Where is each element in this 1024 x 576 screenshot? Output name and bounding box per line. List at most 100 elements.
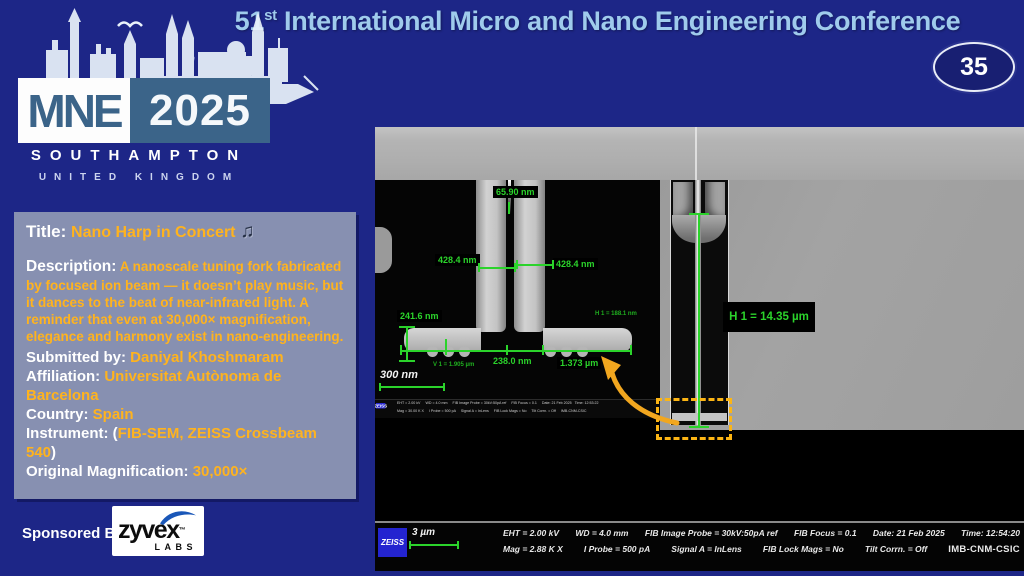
fork-foot-right [543, 328, 632, 352]
stat-lockmags: FIB Lock Mags = No [762, 544, 844, 554]
stat-tiltcorr: Tilt Corrn. = Off [864, 544, 928, 554]
affiliation-value: Universitat Autònoma de Barcelona [26, 367, 282, 404]
description-line: Description: A nanoscale tuning fork fab… [26, 257, 344, 345]
measurement-foot-line [399, 326, 415, 362]
zyvex-tm: ™ [178, 527, 186, 534]
submitted-by-value: Daniyal Khoshmaram [130, 348, 284, 366]
bird-icon [117, 21, 143, 28]
stat-date: Date: 21 Feb 2025 [872, 528, 945, 538]
trench-top-structure-left [673, 182, 693, 224]
instrument-label: Instrument: [26, 424, 109, 442]
measurement-length: 1.373 µm [557, 357, 602, 369]
trench-top-structure-right [705, 182, 725, 224]
baseline-tick [542, 345, 544, 355]
measurement-foot: 241.6 nm [397, 310, 442, 322]
measurement-tick [508, 202, 510, 214]
statusbar-rows: EHT = 2.00 kV WD = 4.0 mm FIB Image Prob… [503, 528, 1020, 561]
sponsored-by-label: Sponsored By [22, 525, 124, 542]
stat-signal: Signal A = InLens [671, 544, 742, 554]
slide-number: 35 [960, 52, 988, 81]
zyvex-labs-text: LABS [154, 542, 197, 552]
sem-statusbar: ZEISS 3 µm EHT = 2.00 kV WD = 4.0 mm FIB… [375, 521, 1024, 571]
title-text: International Micro and Nano Engineering… [276, 6, 961, 36]
measurement-v1-small: V 1 = 1.905 µm [433, 362, 475, 368]
country-label: Country: [26, 405, 89, 423]
logo-country: UNITED KINGDOM [38, 172, 240, 183]
inset-scale-label: 300 nm [380, 369, 418, 381]
description-label: Description: [26, 258, 117, 275]
measurement-h1-small: H 1 = 188.1 nm [595, 311, 637, 317]
baseline-tick [400, 345, 402, 355]
stat-fib-probe: FIB Image Probe = 30kV:50pA ref [644, 528, 778, 538]
description-value: A nanoscale tuning fork fabricated by fo… [26, 259, 344, 344]
sem-top-surface [375, 127, 1024, 180]
measurement-prong-left: 428.4 nm [435, 254, 480, 266]
title-label: Title: [26, 222, 67, 241]
baseline-tick [630, 345, 632, 355]
logo-year: 2025 [149, 85, 251, 135]
fork-prong-left [476, 180, 506, 332]
stat-mag: Mag = 2.88 K X [503, 544, 563, 554]
mne-logo-year: 2025 [130, 78, 270, 143]
inset-statusbar-row1: EHT = 2.00 kV WD = 4.0 mm FIB Image Prob… [397, 401, 599, 406]
baseline-measurement [400, 350, 632, 352]
stat-iprobe: I Probe = 500 pA [583, 544, 651, 554]
magnification-label: Original Magnification: [26, 462, 189, 480]
inset-statusbar: ZEISS EHT = 2.00 kV WD = 4.0 mm FIB Imag… [375, 399, 660, 418]
height-measurement-line [689, 213, 709, 428]
stat-wd: WD = 4.0 mm [575, 528, 629, 538]
measurement-prong-right: 428.4 nm [553, 258, 598, 270]
instrument-paren-close: ) [51, 443, 57, 461]
zyvex-brand: zyvex™ [118, 516, 186, 544]
music-note-icon: ♫ [240, 221, 255, 242]
stat-fib-focus: FIB Focus = 0.1 [793, 528, 857, 538]
sem-inset-zoom: 65.90 nm 428.4 nm 428.4 nm 241.6 nm H 1 … [375, 180, 660, 418]
instrument-value: FIB-SEM, ZEISS Crossbeam 540 [26, 424, 317, 461]
magnification-line: Original Magnification: 30,000× [26, 462, 344, 481]
magnification-value: 30,000× [192, 462, 248, 480]
inset-statusbar-row2: Mag = 30.00 K X I Probe = 500 pA Signal … [397, 409, 587, 414]
zoom-arrow-icon [601, 356, 680, 426]
stat-eht: EHT = 2.00 kV [503, 528, 559, 538]
slide-number-badge: 35 [933, 42, 1015, 92]
height-measurement-label: H 1 = 14.35 µm [723, 302, 815, 332]
country-line: Country: Spain [26, 405, 344, 424]
title-ordinal: st [264, 7, 277, 24]
page-title: 51st International Micro and Nano Engine… [175, 6, 1020, 37]
baseline-tick [506, 345, 508, 355]
affiliation-line: Affiliation: Universitat Autònoma de Bar… [26, 367, 344, 405]
submitted-by-label: Submitted by: [26, 348, 126, 366]
submitted-by-line: Submitted by: Daniyal Khoshmaram [26, 348, 344, 367]
zyvex-swoosh-icon [160, 511, 196, 526]
measurement-line-right [516, 260, 554, 269]
submission-title-line: Title: Nano Harp in Concert ♫ [26, 221, 344, 243]
instrument-paren-open: ( [112, 424, 118, 442]
measurement-gap: 238.0 nm [493, 356, 532, 366]
fork-prong-right [514, 180, 545, 332]
scalebar-label: 3 µm [412, 527, 435, 538]
statusbar-row2: Mag = 2.88 K X I Probe = 500 pA Signal A… [503, 544, 1020, 555]
logo-acronym: MNE [27, 84, 123, 137]
measurement-top-width: 65.90 nm [493, 186, 538, 198]
zyvex-labs-logo: zyvex™ LABS [112, 506, 204, 556]
country-value: Spain [92, 405, 134, 423]
instrument-line: Instrument: (FIB-SEM, ZEISS Crossbeam 54… [26, 424, 344, 462]
sem-micrograph: H 1 = 14.35 µm 65.90 nm 428.4 nm 428.4 n… [375, 127, 1024, 571]
inset-side-structure [375, 227, 392, 273]
scalebar [409, 541, 459, 549]
inset-scale-bar [379, 383, 445, 391]
affiliation-label: Affiliation: [26, 367, 101, 385]
title-value: Nano Harp in Concert [71, 224, 236, 241]
submission-info-panel: Title: Nano Harp in Concert ♫ Descriptio… [14, 212, 356, 499]
zeiss-logo: ZEISS [378, 528, 407, 557]
baseline-tick [445, 339, 447, 355]
measurement-line-left [478, 263, 516, 272]
mne-logo: MNE [18, 78, 130, 143]
stat-institute: IMB-CNM-CSIC [948, 544, 1020, 555]
nanowire-top-line [695, 127, 697, 180]
stat-time: Time: 12:54:20 [961, 528, 1020, 538]
logo-city: SOUTHAMPTON [30, 147, 248, 164]
zeiss-logo-small: ZEISS [375, 403, 388, 409]
statusbar-row1: EHT = 2.00 kV WD = 4.0 mm FIB Image Prob… [503, 528, 1020, 538]
